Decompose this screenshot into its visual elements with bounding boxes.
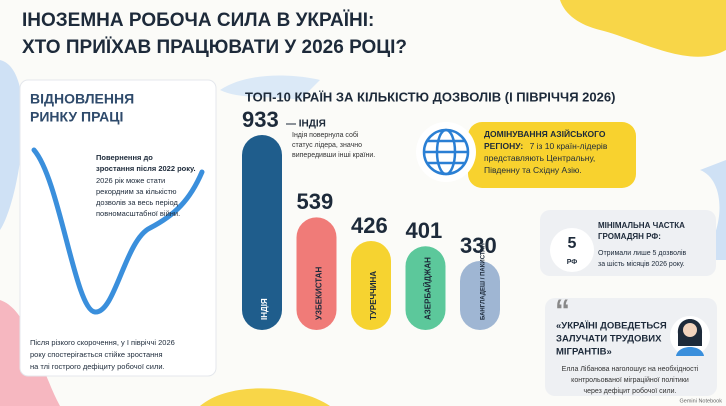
bar [351,240,391,330]
rf-circle [550,228,594,272]
rf-title: ГРОМАДЯН РФ: [598,232,661,241]
bar [460,261,500,330]
quote-text: «УКРАЇНІ ДОВЕДЕТЬСЯ [556,321,667,332]
category-label: УЗБЕКИСТАН [315,267,324,320]
bar [296,217,337,330]
rf-note: за шість місяців 2026 року. [598,260,685,268]
category-label: БАНГЛАДЕШ / ПАКИСТАН [481,243,487,320]
rf-note: Отримали лише 5 дозволів [598,249,687,257]
footer-note: року спостерігається стійке зростання [30,350,163,359]
category-label: АЗЕРБАЙДЖАН [424,257,433,320]
title: ХТО ПРИЇХАВ ПРАЦЮВАТИ У 2026 РОЦІ? [22,37,407,58]
value-label: 426 [351,213,388,238]
quote-text: МІГРАНТІВ» [556,347,612,358]
note: повномасштабної війни. [96,209,180,218]
chart-title: ТОП-10 КРАЇН ЗА КІЛЬКІСТЮ ДОЗВОЛІВ (І ПІ… [245,89,615,104]
blob [560,0,726,57]
footer-note: на тлі гострого дефіциту робочої сили. [30,362,165,371]
recovery-card [19,79,217,377]
value-label: 401 [406,218,443,243]
bar [242,135,282,330]
blob [0,60,24,230]
quote-mark: “ [555,294,570,327]
blob [200,388,330,406]
category-label: ІНДІЯ [260,298,269,320]
quote-note: Елла Лібанова наголошує на необхідності [562,365,699,373]
note: рекордним за кількістю [96,187,177,196]
rf-unit: РФ [567,259,578,266]
annotation: — ІНДІЯ [286,119,326,130]
annotation-note: випередивши інші країни. [292,151,375,159]
rf-title: МІНІМАЛЬНА ЧАСТКА [598,221,685,230]
trend-curve [31,147,205,315]
quote-note: контрольованої міграційної політики [571,376,689,384]
value-label: 330 [460,233,497,258]
blob [700,160,726,260]
highlight: зростання після 2022 року. [96,164,196,173]
note: 2026 рік може стати [96,176,165,185]
blob [220,75,320,100]
rf-number: 5 [568,235,577,252]
bar [405,246,446,330]
annotation-note: Індія повернула собі [292,131,359,139]
annotation-note: статус лідера, значно [292,141,362,149]
value-label: 539 [297,189,334,214]
note: дозволів за весь період [96,198,179,207]
quote-card [545,298,717,396]
person-icon [670,316,710,356]
brand: Gemini Notebook [680,398,723,404]
value-label: 933 [242,107,279,132]
footer-note: Після різкого скорочення, у І півріччі 2… [30,338,175,347]
asia-callout [468,122,636,188]
quote-text: ЗАЛУЧАТИ ТРУДОВИХ [556,334,662,345]
card-title: ВІДНОВЛЕННЯ [30,91,134,107]
title: ІНОЗЕМНА РОБОЧА СИЛА В УКРАЇНІ: [22,10,374,31]
highlight: Повернення до [96,153,153,162]
globe-icon [422,128,470,176]
category-label: ТУРЕЧЧИНА [369,271,378,320]
card-title: РИНКУ ПРАЦІ [30,109,123,125]
asia-text: ДОМІНУВАННЯ АЗІЙСЬКОГО РЕГІОНУ: 7 із 10 … [484,128,610,175]
quote-note: через дефіцит робочої сили. [583,387,676,395]
